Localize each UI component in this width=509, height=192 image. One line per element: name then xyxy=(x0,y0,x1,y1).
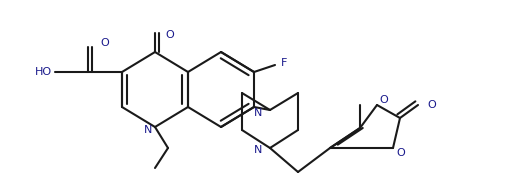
Text: N: N xyxy=(254,108,262,118)
Text: N: N xyxy=(144,125,152,135)
Text: N: N xyxy=(254,145,262,155)
Text: O: O xyxy=(380,95,388,105)
Text: F: F xyxy=(281,58,287,68)
Text: O: O xyxy=(101,38,109,48)
Text: O: O xyxy=(165,30,175,40)
Text: O: O xyxy=(397,148,405,158)
Text: O: O xyxy=(428,100,436,110)
Text: HO: HO xyxy=(35,67,52,77)
